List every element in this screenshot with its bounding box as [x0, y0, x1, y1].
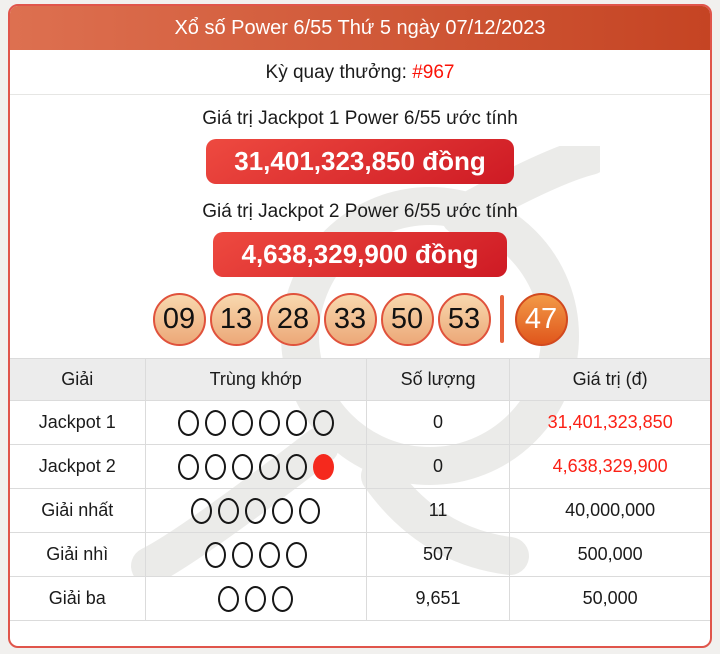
winning-number-ball: 53	[437, 292, 491, 346]
lottery-results-card: Xổ số Power 6/55 Thứ 5 ngày 07/12/2023 K…	[8, 4, 712, 648]
winning-number-ball: 28	[266, 292, 320, 346]
match-circle-icon	[285, 453, 307, 480]
quantity-cell: 11	[365, 488, 511, 533]
prize-name-cell: Giải nhất	[10, 488, 146, 533]
match-pattern-cell	[144, 400, 367, 445]
prize-name-cell: Giải nhì	[10, 532, 146, 577]
match-circle-icon	[231, 541, 253, 568]
match-circle-icon	[177, 409, 199, 436]
match-circle-icon	[177, 453, 199, 480]
match-pattern-cell	[144, 532, 367, 577]
match-circle-icon	[245, 497, 267, 524]
match-circle-icon	[204, 541, 226, 568]
match-circle-icon	[231, 409, 253, 436]
match-circle-icon	[231, 453, 253, 480]
match-circle-icon	[285, 409, 307, 436]
match-pattern-cell	[144, 488, 367, 533]
draw-period-number: #967	[412, 62, 455, 83]
power-number-divider	[499, 295, 504, 343]
match-pattern-cell	[144, 576, 367, 621]
jackpot1-value-button[interactable]: 31,401,323,850 đồng	[206, 139, 514, 184]
quantity-cell: 9,651	[365, 576, 511, 621]
match-circle-icon	[258, 453, 280, 480]
match-circle-icon	[204, 409, 226, 436]
prize-table-header-cell: Giải	[10, 358, 146, 401]
match-circle-icon	[204, 453, 226, 480]
prize-table-row: Jackpot 2 0 4,638,329,900	[10, 444, 710, 489]
prize-value-cell: 500,000	[509, 532, 710, 577]
draw-period-label: Kỳ quay thưởng:	[265, 62, 413, 83]
prize-table-header-row: Giải Trùng khớp Số lượng Giá trị (đ)	[10, 358, 710, 401]
page-title-text: Xổ số Power 6/55 Thứ 5 ngày 07/12/2023	[174, 17, 546, 39]
match-circle-icon	[258, 409, 280, 436]
prize-table-header-cell: Giá trị (đ)	[509, 358, 710, 401]
match-circle-icon	[299, 497, 321, 524]
match-circle-icon	[191, 497, 213, 524]
match-circle-icon	[312, 409, 334, 436]
draw-period-row: Kỳ quay thưởng: #967	[10, 50, 710, 95]
prize-value-cell: 4,638,329,900	[509, 444, 710, 489]
prize-table-row: Giải nhì 507 500,000	[10, 532, 710, 577]
prize-table-header-cell: Số lượng	[365, 358, 511, 401]
prize-value-cell: 31,401,323,850	[509, 400, 710, 445]
prize-table-row: Giải nhất 11 40,000,000	[10, 488, 710, 533]
prize-value-cell: 40,000,000	[509, 488, 710, 533]
jackpot1-label: Giá trị Jackpot 1 Power 6/55 ước tính	[202, 108, 518, 129]
winning-numbers-row: 09 13 28 33 50 53 47	[10, 292, 710, 346]
power-number-ball: 47	[514, 292, 568, 346]
quantity-cell: 0	[365, 444, 511, 489]
prize-table-row: Giải ba 9,651 50,000	[10, 576, 710, 621]
match-circle-icon	[218, 585, 240, 612]
quantity-cell: 0	[365, 400, 511, 445]
prize-table: Giải Trùng khớp Số lượng Giá trị (đ) Jackpo…	[10, 358, 710, 621]
prize-name-cell: Jackpot 1	[10, 400, 146, 445]
match-circle-icon	[285, 541, 307, 568]
jackpot2-label: Giá trị Jackpot 2 Power 6/55 ước tính	[202, 201, 518, 222]
power-match-circle-icon	[312, 453, 334, 480]
winning-number-ball: 33	[323, 292, 377, 346]
prize-name-cell: Jackpot 2	[10, 444, 146, 489]
prize-table-row: Jackpot 1 0 31,401,323,850	[10, 400, 710, 445]
prize-value-cell: 50,000	[509, 576, 710, 621]
winning-number-ball: 50	[380, 292, 434, 346]
match-circle-icon	[272, 497, 294, 524]
winning-number-ball: 13	[209, 292, 263, 346]
match-circle-icon	[218, 497, 240, 524]
page-title: Xổ số Power 6/55 Thứ 5 ngày 07/12/2023	[10, 6, 710, 50]
match-pattern-cell	[144, 444, 367, 489]
match-circle-icon	[272, 585, 294, 612]
match-circle-icon	[245, 585, 267, 612]
jackpot2-value-button[interactable]: 4,638,329,900 đồng	[213, 232, 507, 277]
prize-table-header-cell: Trùng khớp	[144, 358, 367, 401]
match-circle-icon	[258, 541, 280, 568]
winning-number-ball: 09	[152, 292, 206, 346]
quantity-cell: 507	[365, 532, 511, 577]
prize-name-cell: Giải ba	[10, 576, 146, 621]
